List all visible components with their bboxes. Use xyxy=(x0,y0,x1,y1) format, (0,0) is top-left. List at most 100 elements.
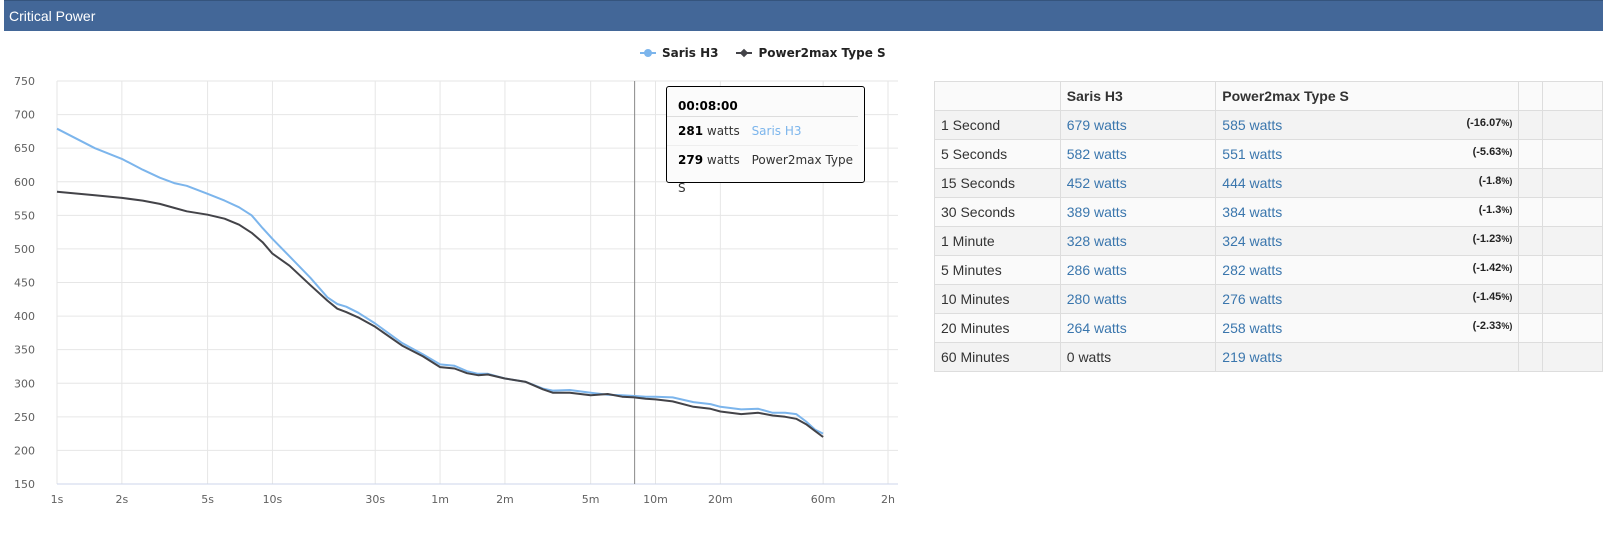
row-value-power2max[interactable]: 258 watts (-2.33%) xyxy=(1215,313,1520,343)
panel-title: Critical Power xyxy=(4,0,1603,31)
row-spacer xyxy=(1542,168,1603,198)
row-spacer xyxy=(1518,139,1544,169)
row-diff: (-1.8%) xyxy=(1479,175,1513,187)
x-tick-label: 20m xyxy=(708,493,733,506)
tooltip-unit: watts xyxy=(706,153,740,167)
row-value-power2max-link[interactable]: 444 watts xyxy=(1222,175,1283,191)
table-header-power2max: Power2max Type S xyxy=(1215,81,1520,111)
row-value-power2max[interactable]: 282 watts (-1.42%) xyxy=(1215,255,1520,285)
x-tick-label: 5m xyxy=(582,493,600,506)
table-header-duration xyxy=(934,81,1061,111)
row-value-power2max-link[interactable]: 551 watts xyxy=(1222,146,1283,162)
table-header-spacer xyxy=(1518,81,1544,111)
y-tick-label: 750 xyxy=(14,75,35,88)
row-value-power2max[interactable]: 444 watts (-1.8%) xyxy=(1215,168,1520,198)
row-diff: (-1.3%) xyxy=(1479,204,1513,216)
row-value-saris[interactable]: 679 watts xyxy=(1059,110,1217,140)
series-line-saris xyxy=(56,127,824,435)
row-value-power2max-link[interactable]: 585 watts xyxy=(1222,117,1283,133)
x-tick-label: 10s xyxy=(263,493,283,506)
table-header-row: Saris H3 Power2max Type S xyxy=(934,81,1603,111)
row-diff: (-5.63%) xyxy=(1473,146,1513,158)
row-value-saris[interactable]: 286 watts xyxy=(1059,255,1217,285)
row-value-power2max[interactable]: 324 watts (-1.23%) xyxy=(1215,226,1520,256)
legend-label-power2max: Power2max Type S xyxy=(758,46,886,60)
x-tick-label: 1m xyxy=(431,493,449,506)
row-duration: 60 Minutes xyxy=(934,342,1061,372)
legend-circle-icon xyxy=(640,48,656,58)
row-value-saris[interactable]: 582 watts xyxy=(1059,139,1217,169)
row-value-power2max[interactable]: 551 watts (-5.63%) xyxy=(1215,139,1520,169)
row-duration: 1 Minute xyxy=(934,226,1061,256)
row-spacer xyxy=(1518,110,1544,140)
y-tick-label: 500 xyxy=(14,243,35,256)
y-tick-label: 400 xyxy=(14,310,35,323)
tooltip-unit: watts xyxy=(706,124,740,138)
row-value-power2max-link[interactable]: 384 watts xyxy=(1222,204,1283,220)
table-row: 1 Minute 328 watts 324 watts (-1.23%) xyxy=(934,226,1603,256)
row-value-power2max-link[interactable]: 324 watts xyxy=(1222,233,1283,249)
row-spacer xyxy=(1518,255,1544,285)
row-duration: 5 Minutes xyxy=(934,255,1061,285)
tooltip-row-saris: 281 watts Saris H3 xyxy=(667,117,858,146)
row-duration: 1 Second xyxy=(934,110,1061,140)
row-value-saris[interactable]: 264 watts xyxy=(1059,313,1217,343)
row-value-saris[interactable]: 328 watts xyxy=(1059,226,1217,256)
row-value-power2max-link[interactable]: 219 watts xyxy=(1222,349,1283,365)
y-tick-label: 200 xyxy=(14,444,35,457)
tooltip-title: 00:08:00 xyxy=(667,87,858,117)
row-value-power2max[interactable]: 384 watts (-1.3%) xyxy=(1215,197,1520,227)
table-row: 60 Minutes 0 watts 219 watts xyxy=(934,342,1603,372)
chart-legend: Saris H3 Power2max Type S xyxy=(640,46,886,60)
row-diff-value: (-1.42 xyxy=(1472,262,1502,274)
table-row: 15 Seconds 452 watts 444 watts (-1.8%) xyxy=(934,168,1603,198)
row-spacer xyxy=(1542,110,1603,140)
row-value-power2max[interactable]: 276 watts (-1.45%) xyxy=(1215,284,1520,314)
y-tick-label: 700 xyxy=(14,109,35,122)
row-diff-value: (-1.8 xyxy=(1478,175,1502,187)
row-value-power2max-link[interactable]: 276 watts xyxy=(1222,291,1283,307)
row-value-saris[interactable]: 452 watts xyxy=(1059,168,1217,198)
table-row: 5 Minutes 286 watts 282 watts (-1.42%) xyxy=(934,255,1603,285)
row-value-saris[interactable]: 389 watts xyxy=(1059,197,1217,227)
y-tick-label: 650 xyxy=(14,142,35,155)
legend-item-saris[interactable]: Saris H3 xyxy=(640,46,718,60)
x-tick-label: 30s xyxy=(365,493,385,506)
legend-label-saris: Saris H3 xyxy=(662,46,719,60)
y-tick-label: 300 xyxy=(14,377,35,390)
row-diff-value: (-1.3 xyxy=(1478,204,1502,216)
y-tick-label: 550 xyxy=(14,209,35,222)
series-line-power2max xyxy=(56,190,824,438)
y-tick-label: 350 xyxy=(14,344,35,357)
y-tick-label: 600 xyxy=(14,176,35,189)
row-spacer xyxy=(1518,168,1544,198)
row-value-power2max[interactable]: 219 watts xyxy=(1215,342,1520,372)
tooltip-value: 281 xyxy=(678,124,704,138)
row-value-power2max-link[interactable]: 282 watts xyxy=(1222,262,1283,278)
y-tick-label: 150 xyxy=(14,478,35,491)
legend-diamond-icon xyxy=(736,48,753,58)
y-tick-label: 450 xyxy=(14,277,35,290)
tooltip-value: 279 xyxy=(678,153,704,167)
chart-tooltip: 00:08:00 281 watts Saris H3 279 watts Po… xyxy=(666,86,865,195)
row-spacer xyxy=(1542,226,1603,256)
x-tick-label: 60m xyxy=(811,493,836,506)
row-diff-pct: %) xyxy=(1501,176,1513,186)
row-diff-value: (-16.07 xyxy=(1466,117,1502,129)
row-spacer xyxy=(1518,197,1544,227)
row-spacer xyxy=(1542,255,1603,285)
table-row: 30 Seconds 389 watts 384 watts (-1.3%) xyxy=(934,197,1603,227)
row-diff-pct: %) xyxy=(1501,205,1513,215)
tooltip-row-power2max: 279 watts Power2max Type S xyxy=(667,146,858,195)
row-value-power2max[interactable]: 585 watts (-16.07%) xyxy=(1215,110,1520,140)
x-tick-label: 2h xyxy=(881,493,895,506)
row-value-power2max-link[interactable]: 258 watts xyxy=(1222,320,1283,336)
row-value-saris[interactable]: 280 watts xyxy=(1059,284,1217,314)
row-value-saris[interactable]: 0 watts xyxy=(1059,342,1217,372)
table-header-spacer xyxy=(1542,81,1603,111)
y-tick-label: 250 xyxy=(14,411,35,424)
table-header-saris: Saris H3 xyxy=(1059,81,1217,111)
critical-power-table: Saris H3 Power2max Type S 1 Second 679 wa… xyxy=(934,81,1603,372)
legend-item-power2max[interactable]: Power2max Type S xyxy=(736,46,886,60)
tooltip-series-name: Power2max Type S xyxy=(678,153,853,195)
